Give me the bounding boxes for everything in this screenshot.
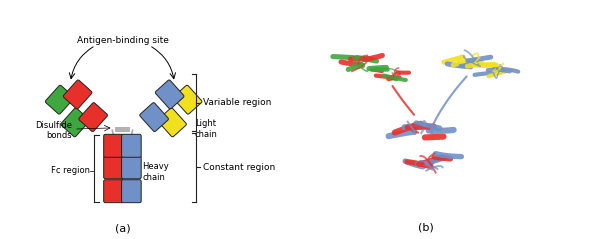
FancyBboxPatch shape: [158, 108, 187, 137]
Text: Light
chain: Light chain: [195, 119, 218, 139]
Text: Variable region: Variable region: [203, 98, 271, 107]
FancyBboxPatch shape: [122, 156, 141, 179]
FancyBboxPatch shape: [63, 80, 92, 109]
FancyBboxPatch shape: [46, 85, 74, 114]
FancyBboxPatch shape: [122, 134, 141, 157]
FancyBboxPatch shape: [155, 80, 184, 109]
Text: (b): (b): [418, 222, 434, 232]
Text: Heavy
chain: Heavy chain: [142, 162, 169, 182]
FancyBboxPatch shape: [79, 103, 107, 132]
FancyBboxPatch shape: [122, 180, 141, 203]
FancyBboxPatch shape: [104, 180, 123, 203]
FancyBboxPatch shape: [104, 134, 123, 157]
Text: Constant region: Constant region: [203, 163, 275, 172]
FancyBboxPatch shape: [140, 103, 169, 132]
FancyBboxPatch shape: [61, 108, 89, 137]
FancyBboxPatch shape: [104, 156, 123, 179]
FancyBboxPatch shape: [173, 85, 202, 114]
Text: Antigen-binding site: Antigen-binding site: [77, 36, 169, 45]
Text: Fc region: Fc region: [50, 166, 89, 175]
Text: Disulfide
bonds: Disulfide bonds: [35, 120, 71, 140]
Text: (a): (a): [115, 223, 131, 233]
